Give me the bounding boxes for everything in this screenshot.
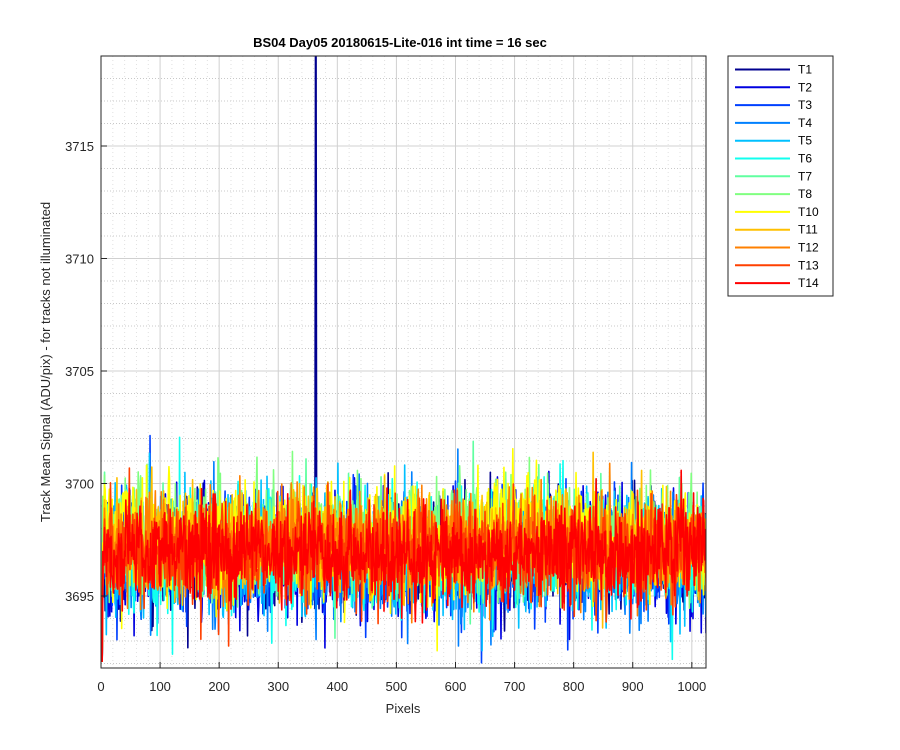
chart-title: BS04 Day05 20180615-Lite-016 int time = … bbox=[253, 35, 547, 50]
x-tick-label: 1000 bbox=[677, 679, 706, 694]
plot-frame bbox=[100, 55, 707, 669]
x-tick-label: 600 bbox=[445, 679, 467, 694]
y-tick-label: 3715 bbox=[65, 139, 94, 154]
legend-label-t4: T4 bbox=[798, 116, 812, 130]
x-axis-label: Pixels bbox=[386, 701, 421, 716]
y-tick-label: 3700 bbox=[65, 477, 94, 492]
legend-label-t7: T7 bbox=[798, 169, 812, 183]
y-tick-label: 3695 bbox=[65, 589, 94, 604]
x-tick-label: 800 bbox=[563, 679, 585, 694]
x-tick-label: 400 bbox=[326, 679, 348, 694]
legend-label-t11: T11 bbox=[798, 223, 818, 237]
legend-label-t2: T2 bbox=[798, 80, 812, 94]
legend-label-t5: T5 bbox=[798, 134, 812, 148]
legend-label-t8: T8 bbox=[798, 187, 812, 201]
legend-label-t6: T6 bbox=[798, 152, 812, 166]
legend-label-t13: T13 bbox=[798, 258, 819, 272]
y-tick-label: 3710 bbox=[65, 252, 94, 267]
x-tick-label: 100 bbox=[149, 679, 171, 694]
legend-label-t12: T12 bbox=[798, 241, 819, 255]
legend-label-t1: T1 bbox=[798, 63, 812, 77]
x-tick-label: 700 bbox=[504, 679, 526, 694]
x-tick-label: 900 bbox=[622, 679, 644, 694]
legend-label-t14: T14 bbox=[798, 276, 819, 290]
y-axis-label: Track Mean Signal (ADU/pix) - for tracks… bbox=[38, 202, 53, 522]
y-tick-label: 3705 bbox=[65, 364, 94, 379]
legend: T1 T2 T3 T4 T5 T6 T7 T8 T10 T11 T12 T13 T14 bbox=[727, 55, 834, 297]
x-tick-label: 200 bbox=[208, 679, 230, 694]
series-line-t14 bbox=[101, 469, 706, 663]
y-axis: 3695 3700 3705 3710 3715 bbox=[65, 139, 107, 604]
legend-label-t10: T10 bbox=[798, 205, 819, 219]
x-axis: 0 100 200 300 400 500 600 700 800 900 1000 bbox=[97, 662, 706, 694]
x-tick-label: 0 bbox=[97, 679, 104, 694]
x-tick-label: 300 bbox=[267, 679, 289, 694]
series-layer bbox=[101, 56, 706, 664]
legend-label-t3: T3 bbox=[798, 98, 812, 112]
x-tick-label: 500 bbox=[386, 679, 408, 694]
